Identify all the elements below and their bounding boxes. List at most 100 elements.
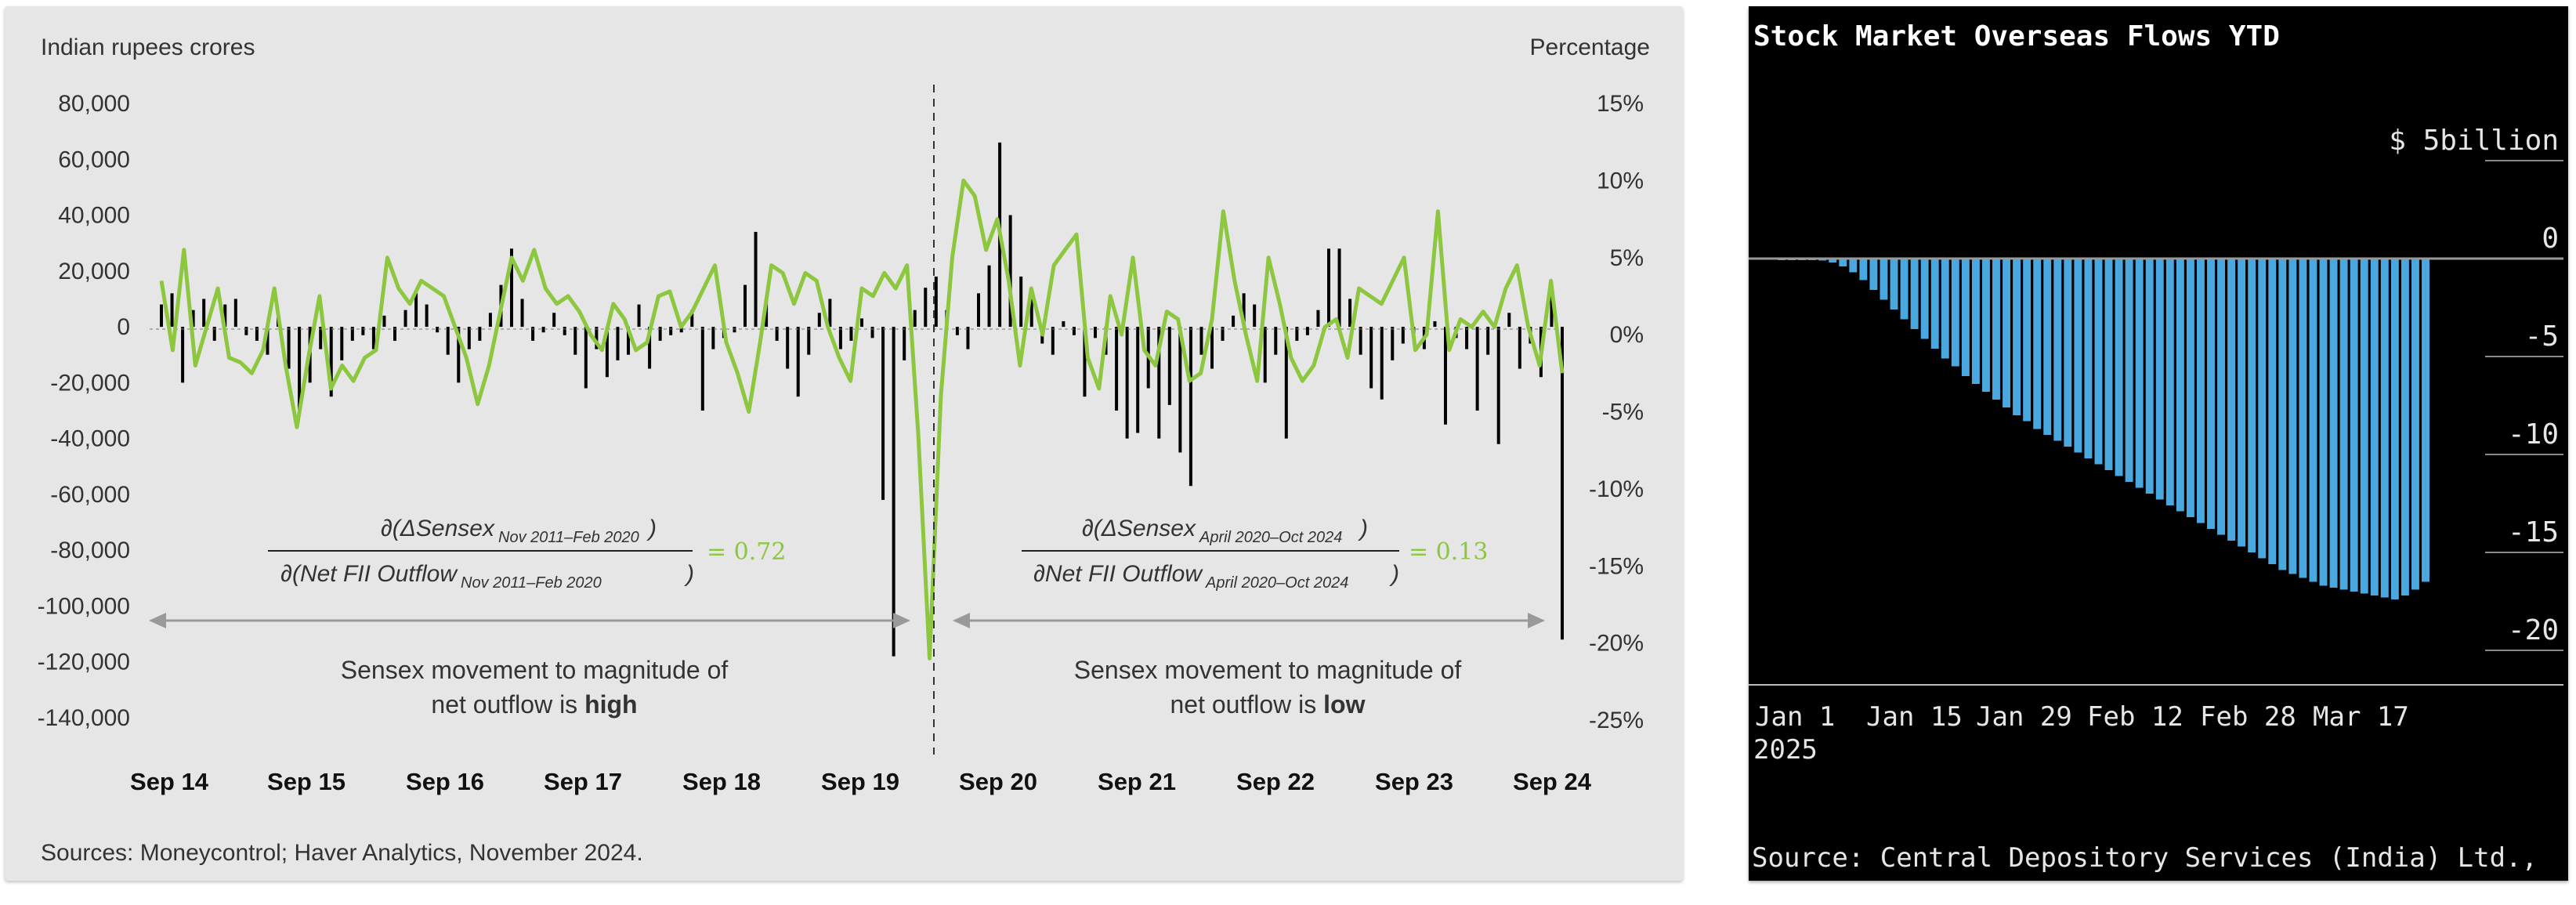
svg-text:Nov 2011–Feb 2020: Nov 2011–Feb 2020 — [498, 529, 639, 546]
left-y-tick-label: 80,000 — [58, 91, 130, 117]
elasticity-low-value: = 0.13 — [1409, 538, 1488, 566]
outflow-bar — [1869, 259, 1878, 290]
flow-bar — [563, 327, 566, 335]
flow-bar — [425, 304, 429, 328]
outflow-bar — [2155, 259, 2164, 500]
flow-bar — [637, 304, 641, 328]
flow-bar — [1199, 327, 1203, 355]
flow-bar — [977, 293, 980, 328]
outflow-bar — [2380, 259, 2389, 598]
flow-bar — [371, 327, 375, 349]
x-tick-label: Sep 23 — [1375, 768, 1453, 795]
svg-text:April 2020–Oct 2024: April 2020–Oct 2024 — [1199, 529, 1342, 546]
right-y-tick-label: -10 — [2508, 418, 2559, 451]
flow-bar — [1274, 327, 1278, 355]
outflow-bars — [1778, 259, 2429, 599]
annotation-left-line1: Sensex movement to magnitude of — [341, 656, 729, 684]
right-x-tick-label: Mar 17 — [2313, 701, 2409, 733]
x-tick-label: Sep 19 — [821, 768, 899, 795]
outflow-bar — [1961, 259, 1970, 376]
svg-text:): ) — [684, 561, 694, 587]
flow-bar — [870, 327, 874, 338]
outflow-bar — [1839, 259, 1847, 266]
flow-bar — [987, 265, 991, 328]
flow-bar — [541, 327, 545, 333]
flow-bar — [913, 310, 917, 328]
outflow-bar — [1849, 259, 1858, 273]
svg-text:April 2020–Oct 2024: April 2020–Oct 2024 — [1205, 574, 1348, 592]
outflow-bar — [2339, 259, 2348, 590]
right-gridlines — [2485, 160, 2563, 651]
outflow-bar — [2135, 259, 2144, 488]
flow-bar — [733, 327, 736, 333]
flow-bar — [382, 315, 386, 328]
outflow-bar — [2350, 259, 2358, 592]
outflow-bar — [2053, 259, 2062, 441]
outflow-bar — [2043, 259, 2052, 435]
flow-bar — [467, 327, 471, 349]
flow-bar — [160, 304, 163, 328]
outflow-bar — [2145, 259, 2154, 494]
right-y-tick-label: -10% — [1589, 476, 1644, 502]
right-y-tick-label: 0 — [2542, 223, 2559, 255]
year-label: 2025 — [1753, 734, 1818, 766]
right-y-tick-label: -15 — [2508, 516, 2559, 548]
left-y-tick-label: -120,000 — [38, 650, 130, 675]
flow-bar — [1507, 313, 1511, 328]
flow-bar — [520, 299, 524, 328]
flow-bar — [552, 313, 556, 328]
left-y-tick-label: -140,000 — [38, 705, 130, 731]
flow-bar — [892, 327, 895, 657]
left-y-tick-label: 0 — [117, 314, 130, 340]
right-axis-title: Percentage — [1530, 34, 1650, 60]
flow-bar — [627, 327, 630, 355]
outflow-bar — [1859, 259, 1868, 281]
svg-text:): ) — [646, 516, 657, 541]
left-chart-panel: Indian rupees crores Percentage 80,000 60… — [5, 6, 1683, 881]
formula-right: ∂(ΔSensex April 2020–Oct 2024 ) ∂Net FII… — [1022, 516, 1488, 592]
flow-bar — [1210, 327, 1214, 369]
outflow-bar — [2278, 259, 2287, 570]
flow-bar — [1019, 276, 1023, 328]
outflow-bar — [2238, 259, 2246, 547]
flow-bar — [1433, 320, 1437, 328]
flow-bar — [605, 327, 609, 378]
x-tick-label: Sep 18 — [682, 768, 761, 795]
outflow-bar — [2023, 259, 2031, 422]
outflow-bar — [2288, 259, 2297, 574]
right-source: Source: Central Depository Services (Ind… — [1752, 842, 2538, 874]
annotation-right-line1: Sensex movement to magnitude of — [1074, 656, 1462, 684]
left-y-tick-label: -20,000 — [50, 370, 130, 396]
right-x-tick-label: Feb 12 — [2087, 701, 2183, 733]
flow-bar — [743, 284, 747, 328]
outflow-bar — [1930, 259, 1939, 349]
right-x-tick-label: Feb 28 — [2200, 701, 2296, 733]
outflow-bar — [2207, 259, 2215, 529]
outflow-bar — [2033, 259, 2042, 429]
flow-bar — [1337, 248, 1341, 328]
outflow-bar — [2309, 259, 2317, 582]
flow-bar — [1295, 327, 1299, 341]
left-y-tick-label: 20,000 — [58, 259, 130, 284]
x-tick-label: Sep 16 — [406, 768, 484, 795]
flow-bar — [1327, 248, 1330, 328]
flow-bar — [754, 231, 758, 328]
flow-bar — [1072, 327, 1076, 335]
flow-bar — [255, 327, 259, 341]
right-chart-title: Stock Market Overseas Flows YTD — [1753, 20, 2280, 52]
left-y-tick-label: -80,000 — [50, 538, 130, 563]
right-y-tick-label: -5 — [2525, 320, 2559, 353]
flow-bars — [160, 142, 1564, 657]
flow-bar — [244, 327, 248, 335]
flow-bar — [1167, 327, 1171, 405]
flow-bar — [1348, 299, 1352, 328]
flow-bar — [287, 327, 291, 369]
flow-bar — [1189, 327, 1192, 487]
formula-left: ∂(ΔSensex Nov 2011–Feb 2020 ) ∂(Net FII … — [268, 516, 786, 592]
svg-text:∂Net FII Outflow: ∂Net FII Outflow — [1033, 561, 1203, 587]
x-tick-label: Sep 24 — [1513, 768, 1592, 795]
outflow-bar — [2064, 259, 2072, 447]
right-chart-panel: Stock Market Overseas Flows YTD $ 5billi… — [1749, 6, 2568, 881]
outflow-bar — [2217, 259, 2226, 535]
flow-bar — [796, 327, 800, 397]
